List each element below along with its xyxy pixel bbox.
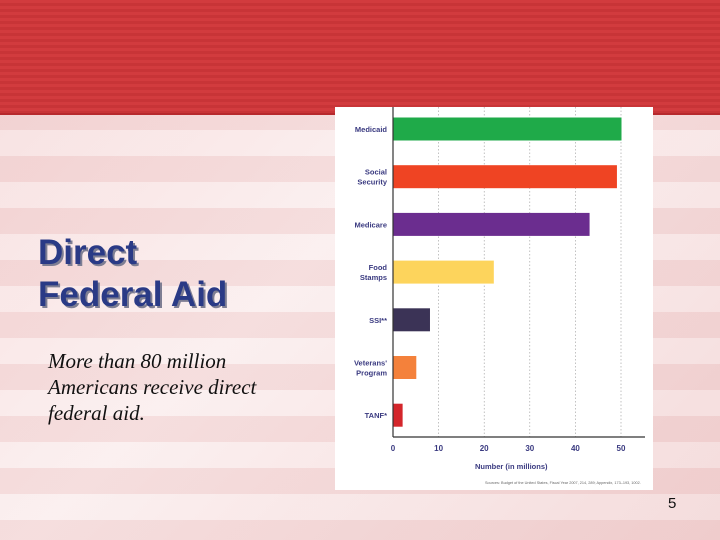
federal-aid-bar-chart: Medicaid Social Security Medicare Food Stamps…: [354, 107, 645, 485]
category-label-veterans-program: Veterans' Program: [354, 359, 387, 378]
category-label-tanf: TANF*: [365, 411, 387, 420]
x-tick-label-50: 50: [617, 444, 626, 453]
category-label-medicaid: Medicaid: [355, 125, 388, 134]
x-tick-label-0: 0: [391, 444, 396, 453]
bar-food-stamps: [393, 260, 494, 284]
chart-bars: [393, 117, 622, 427]
chart-source-note: Sources: Budget of the United States, Fi…: [485, 481, 641, 485]
page-number: 5: [668, 495, 677, 512]
category-label-medicare: Medicare: [354, 220, 387, 229]
x-tick-label-30: 30: [525, 444, 534, 453]
bar-veterans-program: [393, 356, 417, 379]
category-label-food-stamps: Food Stamps: [360, 263, 388, 282]
chart-category-labels: Medicaid Social Security Medicare Food Stamps…: [354, 125, 388, 420]
bar-tanf: [393, 403, 403, 427]
bar-medicare: [393, 212, 590, 236]
x-tick-label-10: 10: [434, 444, 443, 453]
category-label-ssi: SSI**: [369, 316, 387, 325]
chart-panel: Medicaid Social Security Medicare Food Stamps…: [335, 107, 653, 490]
x-tick-label-20: 20: [480, 444, 489, 453]
chart-x-ticks: 0 10 20 30 40 50: [391, 444, 626, 453]
slide-title: Direct Federal Aid: [38, 232, 227, 316]
bar-social-security: [393, 165, 617, 189]
top-banner: [0, 0, 720, 115]
bar-medicaid: [393, 117, 622, 141]
x-tick-label-40: 40: [571, 444, 580, 453]
title-line-1: Direct: [38, 233, 138, 272]
bar-ssi: [393, 308, 430, 332]
x-axis-label: Number (in millions): [475, 462, 548, 471]
category-label-social-security: Social Security: [357, 168, 387, 187]
slide-subtitle: More than 80 million Americans receive d…: [48, 349, 257, 425]
title-line-2: Federal Aid: [38, 275, 228, 314]
